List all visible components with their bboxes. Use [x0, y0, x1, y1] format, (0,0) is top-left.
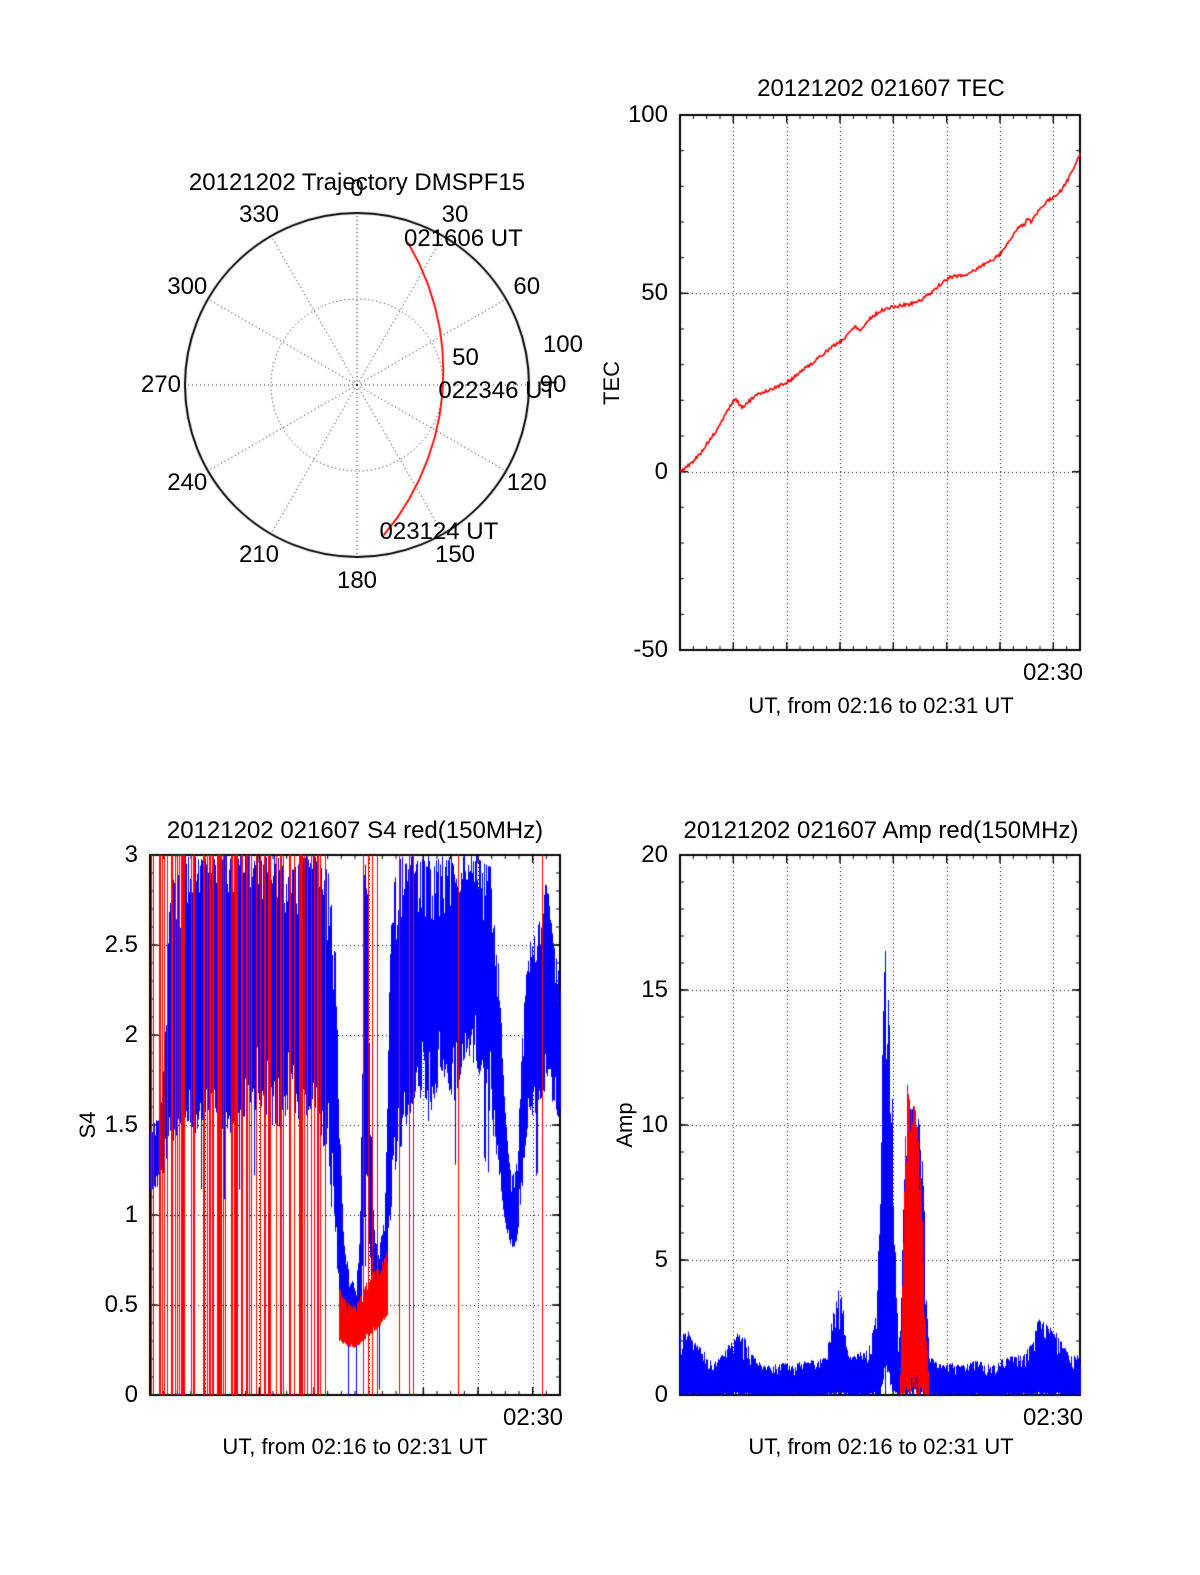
polar-angle-tick-label: 120 — [506, 469, 547, 496]
s4-y-tick-label: 1 — [124, 1201, 138, 1228]
polar-angle-tick-label: 270 — [140, 371, 182, 398]
tec-y-tick-label: 0 — [654, 457, 668, 485]
polar-radial-tick-label: 100 — [542, 330, 584, 358]
polar-angle-tick-label: 300 — [167, 273, 208, 300]
s4-x-axis-label: UT, from 02:16 to 02:31 UT — [222, 1434, 488, 1459]
s4-plot-title: 20121202 021607 S4 red(150MHz) — [166, 817, 544, 844]
amp-x-axis-label: UT, from 02:16 to 02:31 UT — [748, 1434, 1014, 1459]
polar-angle-tick-label: 150 — [434, 540, 476, 568]
polar-angle-tick-label: 60 — [513, 273, 541, 300]
s4-y-tick-label: 3 — [124, 841, 138, 868]
tec-x-tick-label: 02:30 — [1022, 659, 1084, 686]
amp-y-tick-label: 15 — [641, 976, 668, 1003]
s4-y-tick-label: 0 — [124, 1381, 138, 1408]
amp-y-tick-label: 0 — [654, 1381, 668, 1408]
polar-angle-tick-label: 330 — [238, 201, 280, 229]
polar-angle-tick-label: 210 — [238, 540, 280, 568]
tec-y-tick-label: -50 — [633, 636, 668, 663]
s4-y-tick-label: 0.5 — [104, 1291, 138, 1318]
tec-plot-title: 20121202 021607 TEC — [757, 75, 1005, 102]
polar-angle-tick-label: 90 — [539, 371, 567, 398]
s4-y-tick-label: 2 — [124, 1021, 138, 1048]
s4-x-tick-label: 02:30 — [502, 1404, 564, 1431]
s4-y-axis-label: S4 — [75, 1111, 100, 1139]
tec-x-axis-label: UT, from 02:16 to 02:31 UT — [748, 693, 1014, 718]
amp-plot-title: 20121202 021607 Amp red(150MHz) — [683, 817, 1079, 844]
polar-angle-tick-label: 30 — [441, 201, 469, 229]
polar-angle-tick-label: 240 — [167, 469, 208, 496]
trajectory-annotation: 022346 UT — [438, 376, 558, 404]
amp-y-tick-label: 20 — [641, 841, 668, 868]
amp-x-tick-label: 02:30 — [1022, 1404, 1084, 1431]
tec-y-tick-label: 50 — [641, 279, 668, 307]
polar-angle-tick-label: 180 — [336, 567, 378, 594]
s4-y-tick-label: 2.5 — [104, 931, 138, 958]
polar-radial-tick-label: 50 — [452, 343, 479, 371]
trajectory-plot-title: 20121202 Trajectory DMSPF15 — [188, 169, 526, 196]
amp-y-axis-label: Amp — [612, 1102, 637, 1148]
tec-y-tick-label: 100 — [627, 101, 668, 128]
trajectory-annotation: 021606 UT — [404, 225, 523, 253]
polar-angle-tick-label: 0 — [350, 175, 364, 202]
tec-y-axis-label: TEC — [599, 361, 624, 405]
amp-y-tick-label: 5 — [654, 1246, 668, 1273]
s4-y-tick-label: 1.5 — [104, 1111, 138, 1138]
trajectory-annotation: 023124 UT — [379, 518, 499, 546]
amp-y-tick-label: 10 — [641, 1111, 668, 1138]
